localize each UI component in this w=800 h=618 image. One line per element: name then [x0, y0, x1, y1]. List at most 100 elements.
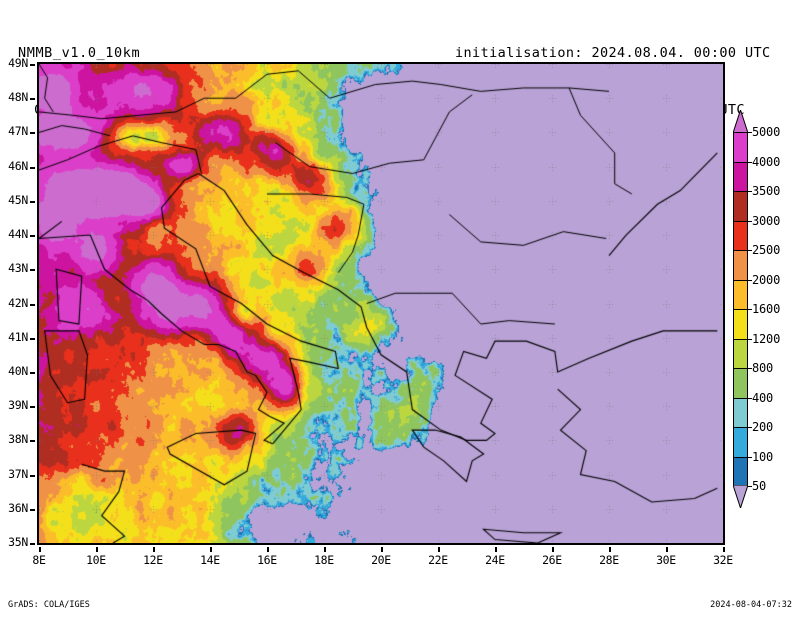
colorbar: [733, 110, 748, 508]
latitude-tick: [30, 440, 35, 443]
latitude-tick-label: 46N: [8, 158, 28, 173]
longitude-tick: [495, 547, 497, 552]
latitude-tick-label: 40N: [8, 363, 28, 378]
colorbar-tick: [748, 338, 752, 340]
longitude-tick-label: 10E: [86, 553, 106, 567]
grads-credit: GrADS: COLA/IGES: [8, 600, 90, 610]
longitude-tick-label: 22E: [428, 553, 448, 567]
colorbar-max-arrow: [733, 110, 748, 133]
colorbar-tick: [748, 397, 752, 399]
colorbar-band: [734, 428, 747, 458]
latitude-tick-label: 49N: [8, 56, 28, 70]
latitude-tick: [30, 98, 35, 101]
latitude-tick-label: 47N: [8, 124, 28, 139]
colorbar-tick: [748, 279, 752, 281]
colorbar-tick: [748, 250, 752, 251]
longitude-tick: [324, 547, 326, 552]
latitude-tick-label: 41N: [8, 329, 28, 344]
colorbar-tick-label: 1200: [752, 331, 781, 346]
colorbar-band: [734, 251, 747, 281]
colorbar-tick-label: 3000: [752, 213, 781, 228]
latitude-tick-label: 37N: [8, 466, 28, 481]
latitude-tick: [30, 371, 35, 374]
model-name: NMMB_v1.0_10km: [18, 45, 141, 61]
latitude-tick: [30, 166, 35, 169]
longitude-tick: [609, 547, 611, 552]
map-plot-area: [37, 62, 725, 545]
longitude-tick-label: 26E: [542, 553, 562, 567]
colorbar-tick-label: 100: [752, 449, 774, 464]
colorbar-band: [734, 310, 747, 340]
colorbar-band: [734, 192, 747, 222]
colorbar-tick: [748, 191, 752, 192]
latitude-tick: [30, 132, 35, 135]
latitude-tick-label: 39N: [8, 398, 28, 413]
colorbar-tick-label: 50: [752, 479, 767, 493]
colorbar-tick: [748, 456, 752, 458]
latitude-tick-label: 35N: [8, 535, 28, 549]
colorbar-tick: [748, 486, 752, 487]
longitude-tick: [96, 547, 98, 552]
longitude-tick-label: 30E: [656, 553, 676, 567]
colorbar-band: [734, 339, 747, 369]
colorbar-tick: [748, 309, 752, 310]
longitude-tick: [666, 547, 668, 552]
latitude-tick: [30, 235, 35, 238]
colorbar-tick-label: 400: [752, 390, 774, 405]
colorbar-tick-label: 5000: [752, 125, 781, 139]
initialisation-time: initialisation: 2024.08.04. 00:00 UTC: [455, 45, 771, 61]
latitude-tick: [30, 508, 35, 511]
colorbar-tick: [748, 132, 752, 133]
colorbar-tick-label: 3500: [752, 184, 781, 198]
latitude-tick: [30, 200, 35, 203]
latitude-tick: [30, 543, 35, 545]
latitude-tick-label: 36N: [8, 500, 28, 515]
colorbar-band: [734, 369, 747, 399]
longitude-tick-label: 28E: [599, 553, 619, 567]
latitude-tick-label: 44N: [8, 227, 28, 242]
latitude-tick: [30, 303, 35, 306]
longitude-tick: [723, 547, 725, 552]
colorbar-min-arrow: [733, 485, 748, 508]
longitude-tick-label: 18E: [314, 553, 334, 567]
longitude-tick-label: 24E: [485, 553, 505, 567]
latitude-tick: [30, 406, 35, 409]
colorbar-band: [734, 221, 747, 251]
generated-timestamp: 2024-08-04-07:32: [710, 600, 792, 610]
latitude-tick-label: 45N: [8, 192, 28, 207]
latitude-tick-label: 38N: [8, 432, 28, 447]
latitude-tick: [30, 474, 35, 477]
colorbar-tick: [748, 220, 752, 222]
colorbar-tick-label: 2000: [752, 272, 781, 287]
colorbar-tick-label: 4000: [752, 154, 781, 169]
longitude-tick: [210, 547, 212, 552]
longitude-tick: [153, 547, 155, 552]
latitude-axis: 35N 36N 37N 38N 39N 40N 41N 42N 43N 44N 45N 46N 47N 4…: [0, 57, 35, 548]
longitude-axis: 8E 10E 12E 14E 16E 18E 20E 22E 24E 26E 28E 30E 32E: [32, 547, 733, 569]
longitude-tick-label: 16E: [257, 553, 277, 567]
longitude-tick: [438, 547, 440, 552]
longitude-tick-label: 20E: [371, 553, 391, 567]
colorbar-tick-label: 1600: [752, 302, 781, 316]
longitude-tick-label: 8E: [32, 553, 46, 567]
cape-heatmap-canvas: [39, 64, 723, 543]
colorbar-band: [734, 457, 747, 487]
colorbar-band: [734, 133, 747, 163]
longitude-tick-label: 14E: [200, 553, 220, 567]
colorbar-band: [734, 162, 747, 192]
colorbar-band: [734, 398, 747, 428]
latitude-tick: [30, 337, 35, 340]
colorbar-band: [734, 280, 747, 310]
colorbar-tick-label: 200: [752, 420, 774, 434]
colorbar-tick: [748, 161, 752, 163]
longitude-tick: [39, 547, 41, 552]
longitude-tick: [381, 547, 383, 552]
colorbar-tick-label: 800: [752, 361, 774, 375]
colorbar-labels: 50 100 200 400 800 1200 1600 2000 2500 3000 3500 40…: [748, 110, 800, 508]
latitude-tick: [30, 64, 35, 66]
colorbar-bands: [733, 132, 748, 487]
colorbar-tick-label: 2500: [752, 243, 781, 257]
colorbar-tick: [748, 427, 752, 428]
latitude-tick-label: 42N: [8, 295, 28, 310]
latitude-tick-label: 48N: [8, 90, 28, 105]
